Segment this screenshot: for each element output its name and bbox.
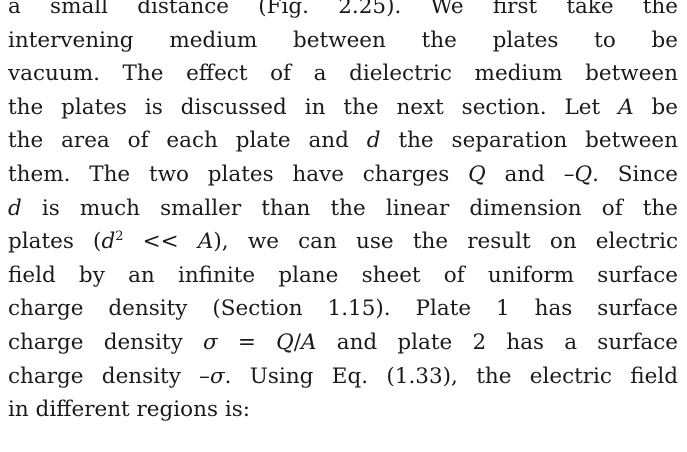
math-variable: A — [197, 229, 214, 255]
text-run: << — [123, 229, 198, 255]
math-variable: Q — [276, 329, 294, 355]
text-run: in different regions is: — [8, 397, 250, 423]
math-variable: d — [8, 195, 22, 221]
text-run: plates ( — [8, 229, 102, 255]
text-run: be — [633, 94, 679, 120]
text-run: ), we can use the result on electric — [213, 229, 678, 255]
text-line: field by an infinite plane sheet of unif… — [8, 259, 678, 293]
text-run: intervening medium between the plates to… — [8, 27, 678, 53]
text-line: them. The two plates have charges Q and … — [8, 158, 678, 192]
superscript: 2 — [115, 229, 124, 244]
text-run: / — [293, 329, 301, 355]
text-run: the separation between — [380, 128, 678, 154]
document-page: a small distance (Fig. 2.25). We first t… — [8, 0, 678, 427]
text-run: . Using Eq. (1.33), the electric field — [224, 363, 679, 389]
text-line: intervening medium between the plates to… — [8, 24, 678, 58]
math-variable: σ — [202, 329, 218, 355]
text-run: field by an infinite plane sheet of unif… — [8, 262, 678, 288]
math-variable: d — [101, 229, 116, 255]
text-line: charge density –σ. Using Eq. (1.33), the… — [8, 360, 678, 394]
text-line: in different regions is: — [8, 393, 678, 427]
text-run: a small distance (Fig. 2.25). We first t… — [8, 0, 678, 19]
text-line: charge density σ = Q/A and plate 2 has a… — [8, 326, 678, 360]
text-run: and plate 2 has a surface — [316, 329, 679, 355]
text-run: charge density – — [8, 363, 210, 389]
text-run: them. The two plates have charges — [8, 161, 469, 187]
text-line: vacuum. The effect of a dielectric mediu… — [8, 57, 678, 91]
text-run: charge density — [8, 329, 203, 355]
text-run: the plates is discussed in the next sect… — [8, 94, 619, 120]
text-run: = — [217, 329, 277, 355]
math-variable: σ — [209, 363, 225, 389]
text-line: charge density (Section 1.15). Plate 1 h… — [8, 292, 678, 326]
text-run: . Since — [592, 161, 678, 187]
text-run: and – — [485, 161, 575, 187]
math-variable: A — [301, 329, 317, 355]
body-paragraph: a small distance (Fig. 2.25). We first t… — [8, 0, 678, 427]
math-variable: d — [366, 128, 381, 154]
text-run: charge density (Section 1.15). Plate 1 h… — [8, 296, 678, 322]
text-line: plates (d2 << A), we can use the result … — [8, 225, 678, 259]
text-line: d is much smaller than the linear dimens… — [8, 192, 678, 226]
text-line: the area of each plate and d the separat… — [8, 124, 678, 158]
math-variable: Q — [468, 161, 486, 187]
text-run: is much smaller than the linear dimensio… — [21, 195, 678, 221]
math-variable: Q — [574, 161, 593, 187]
text-line: a small distance (Fig. 2.25). We first t… — [8, 0, 678, 24]
text-line: the plates is discussed in the next sect… — [8, 91, 678, 125]
math-variable: A — [618, 94, 634, 120]
text-run: the area of each plate and — [8, 128, 367, 154]
text-run: vacuum. The effect of a dielectric mediu… — [8, 61, 678, 87]
